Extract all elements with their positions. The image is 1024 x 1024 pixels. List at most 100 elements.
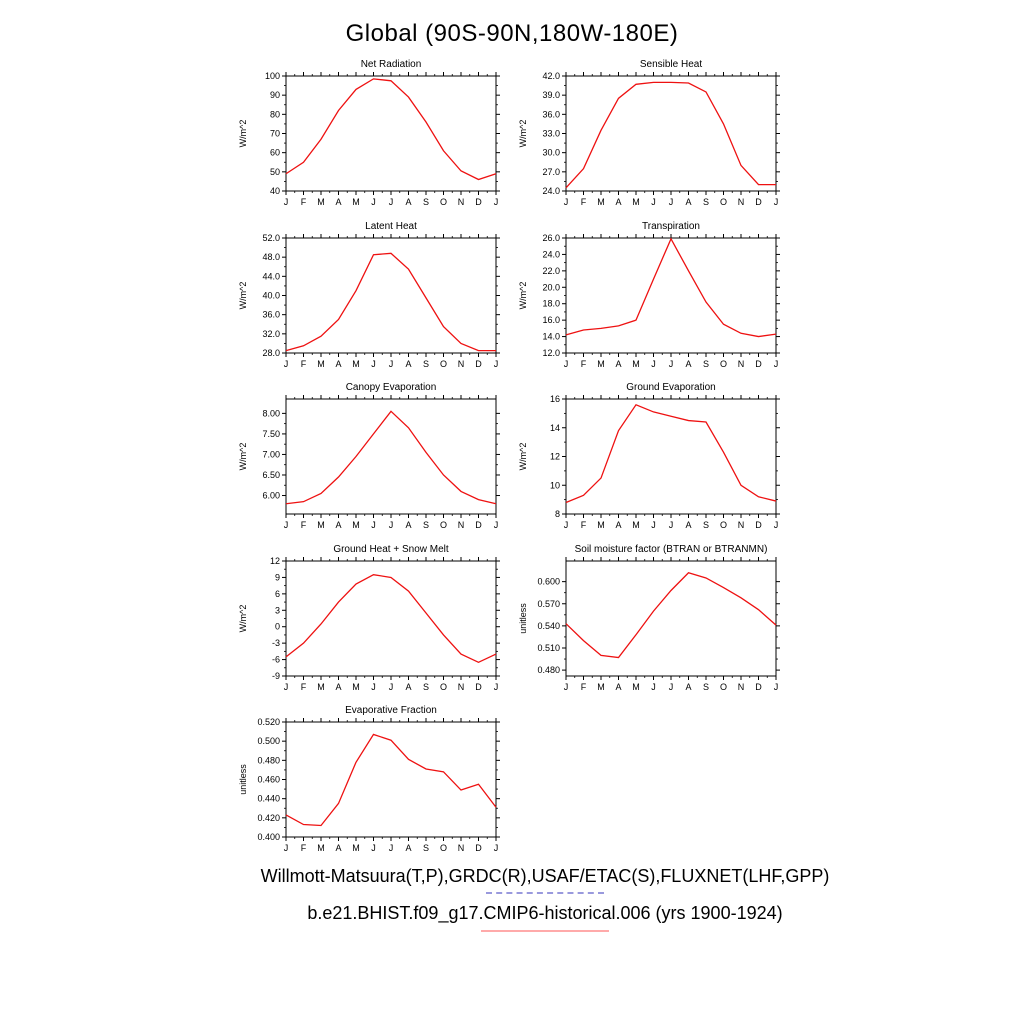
charts-grid: Net Radiation J F M A M J J A S O N D J 40 50 60 70 80 90 1… bbox=[226, 57, 786, 865]
x-tick-label: N bbox=[458, 359, 465, 369]
x-tick-label: A bbox=[405, 682, 411, 692]
chart-soil-moisture-factor: Soil moisture factor (BTRAN or BTRANMN) … bbox=[506, 542, 786, 704]
chart-canvas-latent-heat: J F M A M J J A S O N D J28.032.036.040.044.048.052.… bbox=[238, 233, 500, 369]
x-tick-label: F bbox=[301, 197, 307, 207]
x-tick-label: D bbox=[755, 197, 762, 207]
x-tick-label: J bbox=[389, 520, 394, 530]
x-tick-label: D bbox=[475, 682, 482, 692]
x-tick-label: F bbox=[581, 520, 587, 530]
x-tick-label: S bbox=[703, 359, 709, 369]
chart-ground-heat-snow-melt: Ground Heat + Snow Melt J F M A M J J A S O N D J -9-… bbox=[226, 542, 506, 704]
y-tick-label: 100 bbox=[265, 72, 280, 81]
x-tick-label: A bbox=[335, 197, 341, 207]
y-tick-label: 42.0 bbox=[542, 72, 560, 81]
y-axis-label: W/m^2 bbox=[518, 281, 528, 309]
x-tick-label: J bbox=[494, 197, 499, 207]
x-tick-label: D bbox=[475, 520, 482, 530]
x-tick-label: O bbox=[440, 843, 447, 853]
axes bbox=[562, 556, 780, 680]
tick-labels: J F M A M J J A S O N D J28.032.036.040.044.048.052.… bbox=[238, 234, 498, 369]
x-tick-label: S bbox=[703, 520, 709, 530]
y-tick-label: 9 bbox=[275, 572, 280, 582]
case-legend-line bbox=[481, 930, 609, 932]
x-tick-label: N bbox=[738, 359, 745, 369]
x-tick-label: J bbox=[669, 682, 674, 692]
chart-canvas-soil-moisture-factor: J F M A M J J A S O N D J0.4800.5100.5400.5700.600un… bbox=[518, 556, 780, 692]
y-tick-label: 0.480 bbox=[537, 665, 560, 675]
y-tick-label: 12 bbox=[550, 452, 560, 462]
x-tick-label: J bbox=[774, 197, 779, 207]
x-tick-label: M bbox=[317, 197, 325, 207]
y-tick-label: 80 bbox=[270, 109, 280, 119]
y-axis-label: W/m^2 bbox=[238, 443, 248, 471]
series-line bbox=[565, 571, 777, 658]
y-tick-label: 12 bbox=[270, 557, 280, 566]
case-label: b.e21.BHIST.f09_g17.CMIP6-historical.006… bbox=[307, 903, 783, 923]
chart-sensible-heat: Sensible Heat J F M A M J J A S O N D J 24.0 27.0 30.0 3… bbox=[506, 57, 786, 219]
x-tick-label: O bbox=[440, 682, 447, 692]
series-line bbox=[565, 81, 776, 189]
x-tick-label: D bbox=[475, 843, 482, 853]
chart-transpiration: Transpiration J F M A M J J A S O N D J 12.0 14.0 16.0 1… bbox=[506, 219, 786, 381]
y-tick-label: 10 bbox=[550, 480, 560, 490]
x-tick-label: J bbox=[774, 682, 779, 692]
x-tick-label: S bbox=[423, 843, 429, 853]
y-tick-label: 20.0 bbox=[542, 282, 560, 292]
x-tick-label: J bbox=[774, 359, 779, 369]
plot-frame bbox=[285, 721, 497, 838]
x-tick-label: J bbox=[389, 682, 394, 692]
obs-legend-dashed-line bbox=[486, 892, 604, 894]
x-tick-label: M bbox=[352, 843, 360, 853]
y-tick-label: 27.0 bbox=[542, 167, 560, 177]
y-tick-label: 36.0 bbox=[542, 109, 560, 119]
chart-title: Canopy Evaporation bbox=[345, 382, 437, 393]
x-tick-label: A bbox=[685, 520, 691, 530]
x-tick-label: S bbox=[703, 197, 709, 207]
y-tick-label: 0.600 bbox=[537, 576, 560, 586]
y-tick-label: 24.0 bbox=[542, 249, 560, 259]
tick-labels: J F M A M J J A S O N D J0.4800.5100.5400.5700.600un… bbox=[518, 576, 778, 691]
y-tick-label: 0.570 bbox=[537, 598, 560, 608]
x-tick-label: N bbox=[458, 843, 465, 853]
x-tick-label: M bbox=[597, 520, 605, 530]
x-tick-label: F bbox=[301, 682, 307, 692]
x-tick-label: J bbox=[651, 359, 656, 369]
chart-canvas-sensible-heat: J F M A M J J A S O N D J24.027.030.033.036.039.042.… bbox=[518, 72, 780, 207]
series-line bbox=[285, 733, 497, 827]
y-axis-label: W/m^2 bbox=[238, 604, 248, 632]
y-tick-label: 26.0 bbox=[542, 234, 560, 243]
tick-labels: J F M A M J J A S O N D J0.4000.4200.4400.4600.4800.… bbox=[238, 718, 498, 853]
x-tick-label: J bbox=[564, 682, 569, 692]
chart-latent-heat: Latent Heat J F M A M J J A S O N D J 28.0 32.0 36.0 40.… bbox=[226, 219, 506, 381]
axes bbox=[282, 233, 500, 357]
series-line bbox=[285, 78, 497, 181]
x-tick-label: O bbox=[720, 197, 727, 207]
x-tick-label: S bbox=[423, 520, 429, 530]
x-tick-label: J bbox=[494, 520, 499, 530]
y-tick-label: 3 bbox=[275, 605, 280, 615]
series-line bbox=[285, 252, 496, 351]
axes bbox=[562, 395, 780, 518]
x-tick-label: A bbox=[615, 682, 621, 692]
y-tick-label: 50 bbox=[270, 167, 280, 177]
x-tick-label: J bbox=[494, 843, 499, 853]
plot-frame bbox=[285, 237, 497, 353]
x-tick-label: J bbox=[371, 359, 376, 369]
x-tick-label: M bbox=[632, 682, 640, 692]
x-tick-label: M bbox=[352, 359, 360, 369]
chart-title: Transpiration bbox=[642, 220, 700, 232]
chart-canvas-evaporative-fraction: J F M A M J J A S O N D J0.4000.4200.4400.4600.4800.… bbox=[238, 718, 500, 853]
y-tick-label: 0.520 bbox=[257, 718, 280, 727]
y-tick-label: 40.0 bbox=[262, 290, 280, 300]
y-tick-label: 90 bbox=[270, 90, 280, 100]
x-tick-label: J bbox=[371, 843, 376, 853]
x-tick-label: A bbox=[335, 843, 341, 853]
chart-title: Soil moisture factor (BTRAN or BTRANMN) bbox=[574, 543, 768, 555]
x-tick-label: A bbox=[615, 197, 621, 207]
x-tick-label: A bbox=[685, 359, 691, 369]
x-tick-label: M bbox=[597, 682, 605, 692]
chart-evaporative-fraction: Evaporative Fraction J F M A M J J A S O N D J 0.400 0… bbox=[226, 703, 506, 865]
x-tick-label: M bbox=[632, 520, 640, 530]
x-tick-label: O bbox=[440, 197, 447, 207]
